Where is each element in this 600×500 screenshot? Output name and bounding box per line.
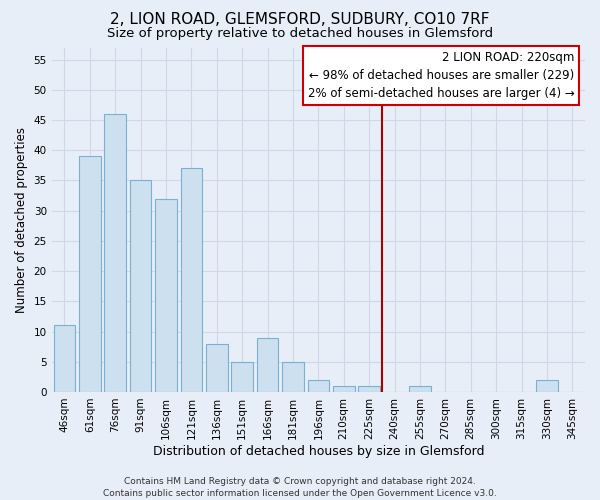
Bar — [358, 386, 380, 392]
Bar — [333, 386, 355, 392]
Bar — [79, 156, 101, 392]
Bar — [206, 344, 227, 392]
Y-axis label: Number of detached properties: Number of detached properties — [15, 126, 28, 312]
Bar — [282, 362, 304, 392]
Text: Size of property relative to detached houses in Glemsford: Size of property relative to detached ho… — [107, 28, 493, 40]
Bar — [155, 198, 177, 392]
Bar — [53, 326, 75, 392]
Bar — [130, 180, 151, 392]
Text: 2 LION ROAD: 220sqm
← 98% of detached houses are smaller (229)
2% of semi-detach: 2 LION ROAD: 220sqm ← 98% of detached ho… — [308, 51, 574, 100]
Bar — [232, 362, 253, 392]
Bar — [409, 386, 431, 392]
Bar — [104, 114, 126, 392]
Bar — [308, 380, 329, 392]
Bar — [536, 380, 557, 392]
Bar — [257, 338, 278, 392]
Bar — [181, 168, 202, 392]
Text: 2, LION ROAD, GLEMSFORD, SUDBURY, CO10 7RF: 2, LION ROAD, GLEMSFORD, SUDBURY, CO10 7… — [110, 12, 490, 28]
Text: Contains HM Land Registry data © Crown copyright and database right 2024.
Contai: Contains HM Land Registry data © Crown c… — [103, 476, 497, 498]
X-axis label: Distribution of detached houses by size in Glemsford: Distribution of detached houses by size … — [152, 444, 484, 458]
